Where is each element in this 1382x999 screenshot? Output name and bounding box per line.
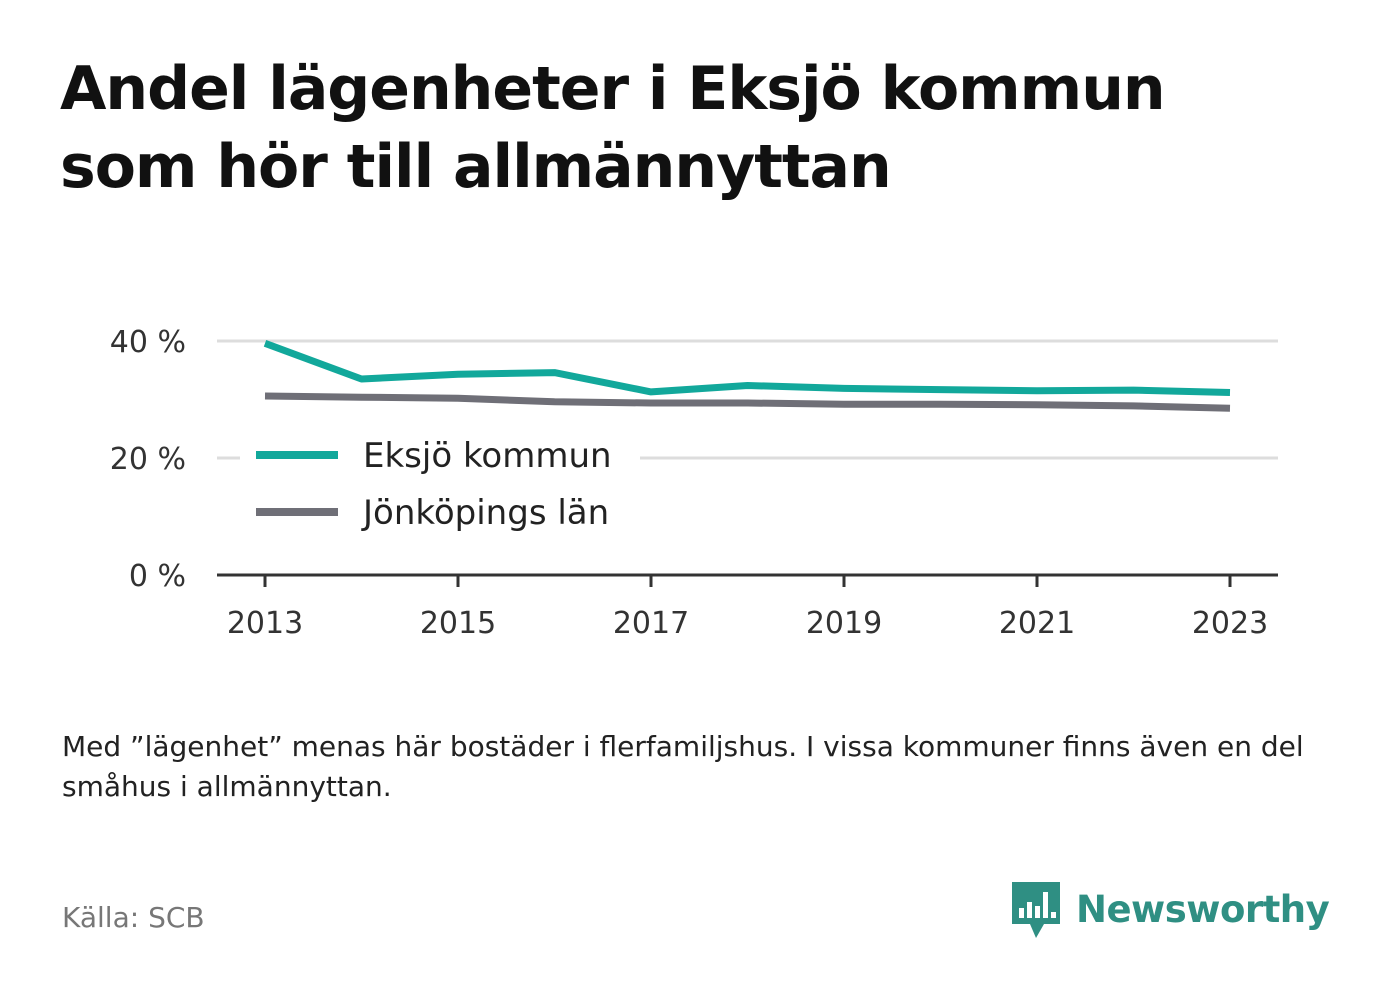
legend-label: Jönköpings län xyxy=(361,493,609,533)
legend: Eksjö kommun Jönköpings län xyxy=(240,430,640,540)
series-line xyxy=(263,340,1231,396)
x-tick-label: 2023 xyxy=(1192,606,1268,641)
x-tick-label: 2019 xyxy=(806,606,882,641)
series-line xyxy=(264,392,1231,412)
chart-footnote: Med ”lägenhet” menas här bostäder i fler… xyxy=(62,730,1304,803)
brand-logo: Newsworthy xyxy=(1010,878,1330,942)
x-tick-label: 2021 xyxy=(999,606,1075,641)
x-tick-label: 2013 xyxy=(227,606,303,641)
legend-label: Eksjö kommun xyxy=(363,436,612,476)
source-label: Källa: SCB xyxy=(62,901,205,934)
brand-name: Newsworthy xyxy=(1076,888,1330,931)
x-tick-label: 2017 xyxy=(613,606,689,641)
series-lines xyxy=(263,340,1231,412)
chart-title: Andel lägenheter i Eksjö kommun som hör … xyxy=(60,54,1166,202)
chart-bars-icon xyxy=(1012,882,1060,938)
x-tick-label: 2015 xyxy=(420,606,496,641)
y-tick-label: 0 % xyxy=(129,559,186,594)
y-tick-label: 20 % xyxy=(110,442,186,477)
y-tick-label: 40 % xyxy=(110,325,186,360)
legend-background xyxy=(240,430,640,540)
axes: 0 % 20 % 40 % 2013 2015 2017 2019 2021 2023 xyxy=(110,325,1278,641)
